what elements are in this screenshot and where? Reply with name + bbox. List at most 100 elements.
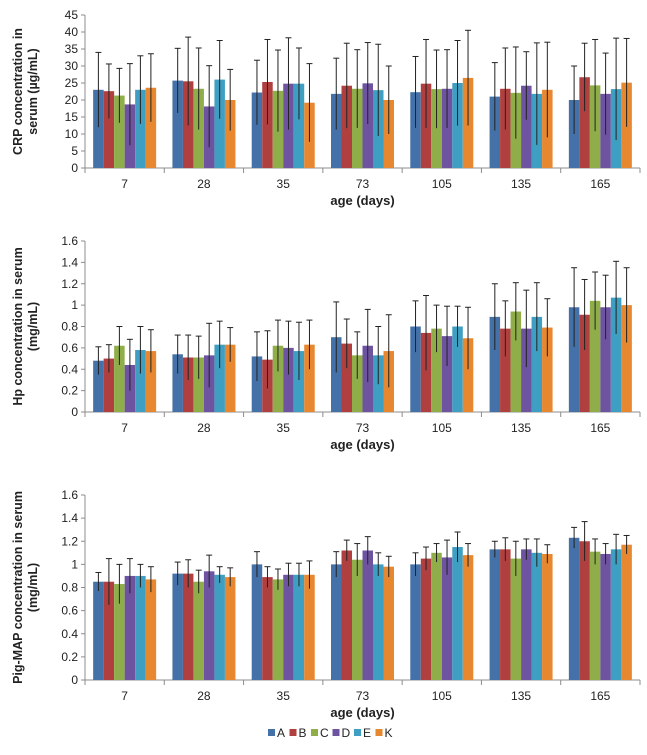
bar-E: [610, 549, 622, 680]
bar-D: [362, 83, 373, 168]
x-tick-label: 28: [197, 421, 211, 435]
x-tick-label: 35: [277, 177, 291, 191]
bar-K: [145, 351, 157, 412]
bar-E: [293, 83, 305, 168]
legend-label-D: D: [342, 726, 351, 740]
bar-K: [224, 100, 236, 168]
y-tick-label: 0.2: [61, 650, 78, 664]
bar-K: [383, 566, 394, 680]
bar-C: [431, 89, 442, 168]
bar-A: [172, 573, 183, 680]
y-tick-label: 0: [71, 405, 78, 419]
x-tick-label: 165: [590, 177, 610, 191]
bar-C: [352, 355, 363, 412]
bar-A: [331, 337, 342, 412]
bar-E: [452, 547, 463, 680]
bar-E: [214, 79, 225, 168]
legend-label-E: E: [363, 726, 371, 740]
bar-B: [500, 549, 511, 680]
bar-D: [521, 328, 532, 412]
bar-C: [193, 357, 204, 412]
y-axis-title: (mg/mL): [26, 302, 40, 351]
legend-swatch-K: [375, 729, 383, 736]
bar-D: [283, 574, 294, 680]
bar-A: [568, 537, 580, 680]
bar-C: [431, 328, 442, 412]
y-axis-title: (mg/mL): [26, 563, 40, 612]
x-tick-label: 165: [590, 421, 610, 435]
x-tick-label: 28: [197, 689, 211, 703]
bar-B: [103, 358, 115, 412]
bar-E: [214, 344, 225, 412]
legend-swatch-D: [332, 729, 340, 736]
legend-swatch-A: [268, 729, 275, 736]
bar-C: [431, 552, 442, 680]
y-axis-title: CRP concentration in: [11, 28, 25, 155]
bar-A: [172, 354, 183, 412]
bar-A: [489, 549, 501, 680]
bar-K: [224, 344, 236, 412]
y-tick-label: 0.4: [61, 362, 78, 376]
x-tick-label: 73: [356, 689, 370, 703]
y-tick-label: 35: [65, 42, 79, 56]
bar-K: [462, 338, 474, 412]
bar-K: [224, 577, 236, 680]
x-tick-label: 7: [121, 421, 128, 435]
x-tick-label: 135: [511, 689, 531, 703]
bar-B: [341, 550, 352, 680]
bar-K: [304, 344, 315, 412]
bar-D: [600, 307, 611, 412]
bar-K: [145, 579, 157, 680]
x-tick-label: 165: [590, 689, 610, 703]
bar-A: [331, 93, 342, 168]
x-axis-title: age (days): [330, 193, 394, 208]
y-tick-label: 25: [65, 76, 79, 90]
bar-D: [283, 347, 294, 412]
bar-E: [214, 574, 225, 680]
bar-C: [352, 88, 363, 168]
bar-B: [500, 328, 511, 412]
x-tick-label: 35: [277, 689, 291, 703]
bar-A: [410, 92, 421, 168]
y-axis-title: serum (µg/mL): [26, 48, 40, 134]
bar-E: [293, 351, 305, 412]
y-tick-label: 0.8: [61, 581, 78, 595]
x-tick-label: 135: [511, 421, 531, 435]
bar-D: [441, 557, 453, 680]
y-tick-label: 1.2: [61, 534, 78, 548]
y-tick-label: 1.6: [61, 488, 78, 502]
x-tick-label: 105: [432, 421, 452, 435]
bar-B: [262, 81, 273, 168]
bar-C: [272, 579, 284, 680]
y-tick-label: 5: [71, 144, 78, 158]
bar-B: [103, 581, 115, 680]
bar-A: [331, 564, 342, 680]
bar-B: [182, 573, 194, 680]
y-tick-label: 0.4: [61, 627, 78, 641]
y-axis-title: Pig-MAP concentration in serum: [11, 491, 25, 684]
bar-A: [568, 307, 580, 412]
bar-B: [103, 91, 115, 168]
bar-B: [579, 314, 590, 412]
x-tick-label: 28: [197, 177, 211, 191]
crp-chart: 0 5 10 15 20 25 30 35 40 45 7 28 35 73 105 135 165 age (d…: [11, 8, 641, 208]
bar-A: [489, 96, 501, 168]
bar-E: [135, 89, 146, 168]
bar-E: [135, 575, 146, 680]
bar-C: [589, 300, 601, 412]
y-tick-label: 1: [71, 298, 78, 312]
bar-K: [542, 327, 553, 412]
bar-D: [203, 571, 215, 680]
y-tick-label: 0.2: [61, 384, 78, 398]
legend-label-B: B: [299, 726, 307, 740]
bar-C: [272, 345, 284, 412]
x-tick-label: 73: [356, 421, 370, 435]
pig-map-chart: 0 0.2 0.4 0.6 0.8 1 1.2 1.4 1.6 7 28 35 73 105 135 165 a…: [11, 488, 641, 720]
bar-K: [145, 87, 157, 168]
y-tick-label: 15: [65, 110, 79, 124]
bar-A: [251, 564, 263, 680]
x-tick-label: 105: [432, 177, 452, 191]
bar-C: [114, 584, 125, 680]
